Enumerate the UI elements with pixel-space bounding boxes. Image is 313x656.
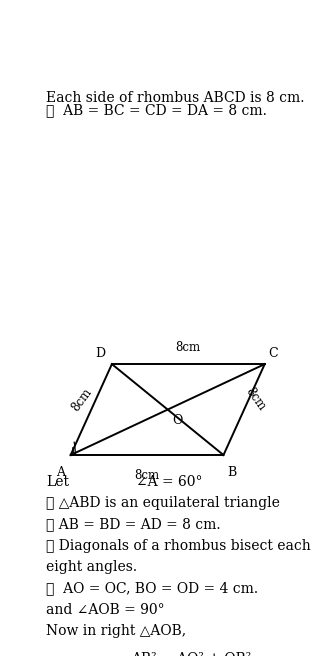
Text: 8cm: 8cm [69, 386, 94, 413]
Text: Let: Let [46, 475, 69, 489]
Text: D: D [96, 347, 106, 360]
Text: AB² = AO² + OB²: AB² = AO² + OB² [131, 652, 252, 656]
Text: eight angles.: eight angles. [46, 560, 137, 574]
Text: ∴ AB = BD = AD = 8 cm.: ∴ AB = BD = AD = 8 cm. [46, 518, 221, 531]
Text: Now in right △AOB,: Now in right △AOB, [46, 624, 187, 638]
Text: A: A [56, 466, 64, 479]
Text: O: O [172, 414, 182, 426]
Text: 8cm: 8cm [242, 386, 268, 413]
Text: ∴ △ABD is an equilateral triangle: ∴ △ABD is an equilateral triangle [46, 497, 280, 510]
Text: Each side of rhombus ABCD is 8 cm.: Each side of rhombus ABCD is 8 cm. [46, 91, 305, 106]
Text: ∠A = 60°: ∠A = 60° [136, 475, 203, 489]
Text: 8cm: 8cm [176, 341, 201, 354]
Text: ∴  AB = BC = CD = DA = 8 cm.: ∴ AB = BC = CD = DA = 8 cm. [46, 103, 267, 117]
Text: C: C [268, 347, 278, 360]
Text: and ∠AOB = 90°: and ∠AOB = 90° [46, 602, 165, 617]
Text: ∴  AO = OC, BO = OD = 4 cm.: ∴ AO = OC, BO = OD = 4 cm. [46, 581, 259, 595]
Text: 8cm: 8cm [135, 468, 160, 482]
Text: B: B [227, 466, 236, 479]
Text: ∴ Diagonals of a rhombus bisect each other: ∴ Diagonals of a rhombus bisect each oth… [46, 539, 313, 553]
